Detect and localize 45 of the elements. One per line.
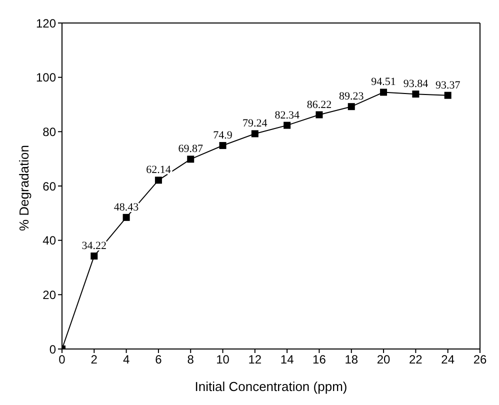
x-tick-label: 4 <box>122 352 130 367</box>
x-tick-label: 22 <box>409 352 423 367</box>
x-tick-label: 10 <box>216 352 230 367</box>
y-tick-label: 100 <box>36 70 56 85</box>
x-tick-label: 0 <box>58 352 66 367</box>
y-tick-label: 60 <box>42 179 56 194</box>
y-tick-label: 0 <box>49 342 56 356</box>
x-tick-label: 12 <box>248 352 262 367</box>
x-tick-label: 20 <box>376 352 391 367</box>
point <box>380 88 388 96</box>
x-axis-title: Initial Concentration (ppm) <box>194 379 348 394</box>
point <box>251 130 258 138</box>
data-label: 86.22 <box>306 98 332 111</box>
y-axis-title: % Degradation <box>16 145 32 231</box>
y-tick-label: 120 <box>36 16 56 30</box>
point <box>284 122 291 129</box>
y-tick-label: 40 <box>42 234 56 248</box>
point <box>348 103 355 110</box>
point <box>444 92 452 99</box>
x-tick-label: 2 <box>90 352 98 367</box>
data-label: 74.9 <box>213 130 233 142</box>
data-label: 79.24 <box>242 118 268 130</box>
point <box>154 176 162 184</box>
point <box>412 90 420 98</box>
point <box>187 156 194 163</box>
point <box>122 214 130 221</box>
x-tick-label: 24 <box>441 352 455 367</box>
data-label: 82.34 <box>274 109 300 122</box>
y-tick-label: 20 <box>42 288 56 302</box>
data-label: 93.84 <box>403 78 429 90</box>
point <box>90 252 98 260</box>
data-label: 93.37 <box>435 79 461 92</box>
x-tick-label: 14 <box>280 352 294 367</box>
y-tick-label: 80 <box>42 124 56 139</box>
x-tick-label: 26 <box>473 352 487 367</box>
x-tick-label: 16 <box>312 352 326 367</box>
data-label: 62.14 <box>146 164 172 176</box>
x-tick-label: 8 <box>187 352 194 367</box>
data-label: 94.51 <box>371 76 396 88</box>
point <box>219 142 226 150</box>
x-tick-label: 18 <box>344 352 358 367</box>
point <box>316 111 323 118</box>
x-tick-label: 6 <box>155 352 162 367</box>
data-label: 69.87 <box>178 143 204 156</box>
data-label: 89.23 <box>339 90 364 103</box>
